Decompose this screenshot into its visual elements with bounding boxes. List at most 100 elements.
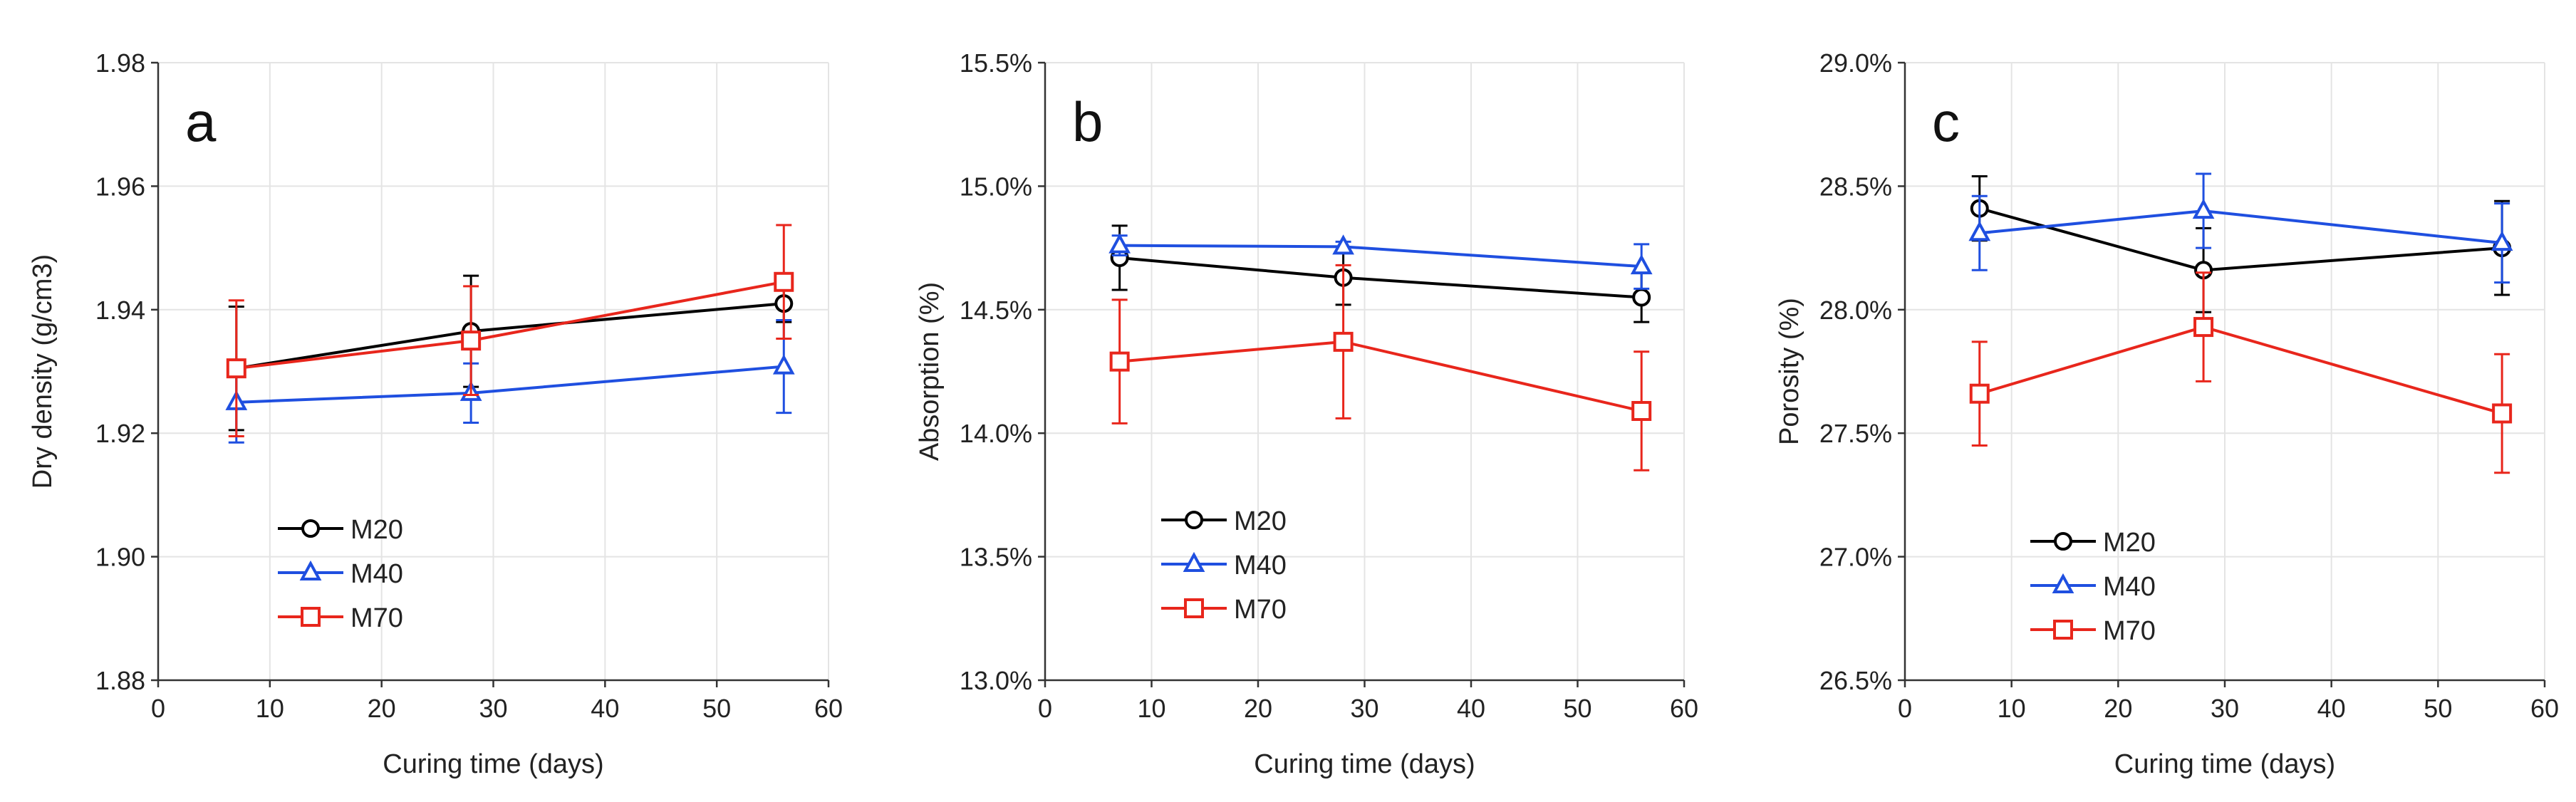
data-point (1969, 383, 1990, 404)
series-m70 (1969, 271, 2513, 474)
data-point (2492, 403, 2513, 424)
legend-label: M40 (2103, 572, 2156, 602)
x-tick-label: 10 (1137, 694, 1165, 723)
data-point (1632, 288, 1651, 307)
series-m40 (1108, 233, 1653, 290)
x-tick-label: 30 (479, 694, 507, 723)
legend-marker (2052, 573, 2074, 593)
x-tick-label: 60 (814, 694, 843, 723)
x-tick-label: 20 (2104, 694, 2132, 723)
x-axis-title: Curing time (days) (1254, 749, 1475, 779)
legend-marker (1185, 511, 1203, 529)
y-tick-label: 14.0% (960, 419, 1032, 448)
series-line (1979, 325, 2503, 415)
legend-marker (1184, 598, 1204, 618)
x-tick-label: 30 (2211, 694, 2239, 723)
chart-panel-a: 1.88 1.90 1.92 1.94 1.96 1.98 0 10 20 30 40 50 60 Cur… (28, 48, 843, 779)
y-tick-label: 1.88 (95, 666, 145, 695)
series-m40 (1968, 172, 2513, 284)
legend: M20 M40 M70 (1161, 506, 1287, 625)
series-line (236, 365, 784, 404)
y-tick-label: 15.0% (960, 172, 1032, 201)
series-line (1979, 207, 2503, 272)
data-point (1630, 254, 1653, 275)
x-tick-label: 40 (2317, 694, 2346, 723)
series-m70 (226, 224, 794, 438)
series-m20 (1110, 224, 1651, 323)
x-tick-label: 0 (1038, 694, 1052, 723)
legend-marker (301, 607, 321, 627)
y-tick-label: 28.0% (1819, 296, 1892, 325)
legend-label: M20 (1234, 506, 1287, 536)
legend-label: M70 (350, 603, 403, 633)
legend: M20 M40 M70 (278, 515, 403, 633)
panel-letter: a (185, 90, 217, 153)
y-tick-label: 26.5% (1819, 666, 1892, 695)
legend-marker (301, 519, 320, 538)
legend: M20 M40 M70 (2030, 528, 2156, 646)
x-tick-label: 30 (1350, 694, 1378, 723)
legend-marker (2054, 532, 2072, 551)
x-tick-label: 40 (1457, 694, 1485, 723)
legend-marker (2053, 620, 2073, 640)
y-tick-label: 27.0% (1819, 543, 1892, 572)
x-tick-label: 10 (256, 694, 284, 723)
y-tick-label: 13.0% (960, 666, 1032, 695)
legend-marker (1183, 551, 1205, 572)
y-axis-title: Absorption (%) (915, 282, 945, 461)
y-tick-label: 29.0% (1819, 48, 1892, 78)
x-tick-label: 0 (1898, 694, 1912, 723)
x-tick-label: 20 (1244, 694, 1272, 723)
x-tick-label: 10 (1998, 694, 2026, 723)
y-tick-label: 1.90 (95, 543, 145, 572)
series-line (1119, 256, 1642, 299)
legend-label: M40 (350, 559, 403, 589)
y-tick-label: 27.5% (1819, 419, 1892, 448)
legend-label: M40 (1234, 551, 1287, 580)
y-tick-label: 13.5% (960, 543, 1032, 572)
y-tick-label: 1.94 (95, 296, 145, 325)
data-point (1631, 400, 1652, 421)
y-tick-label: 1.98 (95, 48, 145, 78)
y-tick-label: 15.5% (960, 48, 1032, 78)
x-tick-label: 0 (151, 694, 165, 723)
x-tick-label: 20 (368, 694, 396, 723)
data-point (1332, 234, 1354, 255)
y-axis-title: Porosity (%) (1775, 298, 1804, 445)
panel-letter: c (1932, 90, 1960, 153)
data-point (774, 271, 794, 292)
y-axis-title: Dry density (g/cm3) (28, 254, 58, 489)
legend-marker (299, 560, 322, 580)
x-tick-label: 50 (702, 694, 731, 723)
series-line (1119, 340, 1642, 412)
y-tick-label: 28.5% (1819, 172, 1892, 201)
data-point (2193, 317, 2214, 338)
x-tick-label: 60 (1670, 694, 1698, 723)
data-point (1108, 233, 1131, 254)
data-point (1109, 351, 1130, 372)
data-point (1333, 331, 1354, 352)
x-axis-title: Curing time (days) (383, 749, 603, 779)
chart-panel-c: 26.5% 27.0% 27.5% 28.0% 28.5% 29.0% 0 10 20 30 40 5… (1775, 48, 2559, 779)
series-m70 (1109, 264, 1652, 472)
chart-panel-b: 13.0% 13.5% 14.0% 14.5% 15.0% 15.5% 0 10 20 30 40 5… (915, 48, 1698, 779)
legend-label: M20 (350, 515, 403, 545)
series-line (1979, 209, 2503, 245)
data-point (461, 330, 482, 351)
series-m40 (225, 319, 795, 444)
x-tick-label: 40 (591, 694, 619, 723)
panel-letter: b (1072, 90, 1103, 153)
legend-label: M20 (2103, 528, 2156, 558)
x-tick-label: 50 (2424, 694, 2452, 723)
data-point (2491, 230, 2513, 251)
legend-label: M70 (1234, 595, 1287, 625)
data-point (2192, 198, 2215, 219)
x-tick-label: 50 (1563, 694, 1591, 723)
x-tick-label: 60 (2530, 694, 2559, 723)
y-tick-label: 14.5% (960, 296, 1032, 325)
data-point (772, 354, 795, 375)
x-axis-title: Curing time (days) (2114, 749, 2335, 779)
legend-label: M70 (2103, 616, 2156, 646)
data-point (226, 358, 246, 379)
